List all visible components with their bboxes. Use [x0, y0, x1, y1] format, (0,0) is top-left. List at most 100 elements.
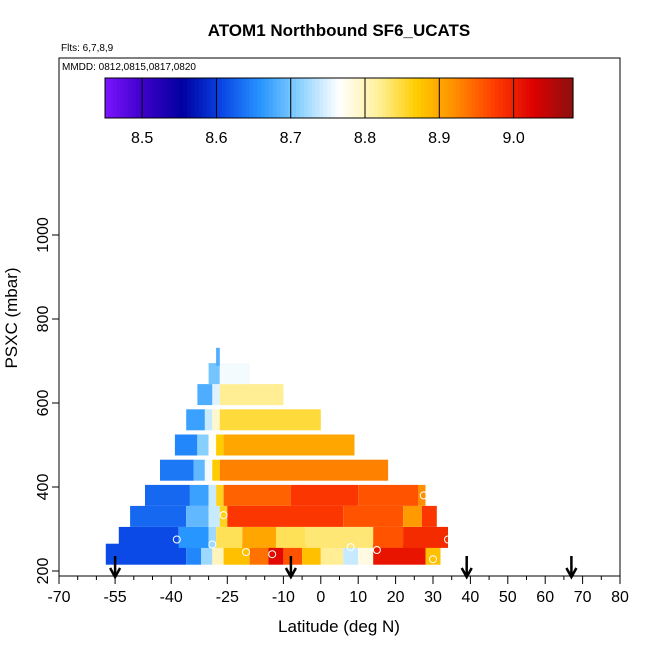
colorbar-segment: [354, 78, 360, 118]
heat-cell: [118, 526, 179, 548]
colorbar-segment: [409, 78, 414, 118]
heat-cell: [193, 459, 205, 481]
heat-cell: [208, 484, 217, 506]
colorbar-segment: [370, 78, 375, 118]
colorbar-tick-label: 8.5: [131, 130, 153, 147]
colorbar-segment: [186, 78, 192, 118]
heat-cell: [212, 409, 220, 431]
heat-cell: [403, 505, 422, 527]
colorbar-segment: [339, 78, 344, 118]
heat-cell: [186, 543, 202, 565]
sample-point: [346, 543, 355, 552]
colorbar-segment: [268, 78, 274, 118]
y-tick-label: 600: [35, 390, 52, 417]
colorbar-segment: [561, 78, 566, 118]
heat-cell: [216, 526, 243, 548]
x-tick-label: 40: [462, 589, 480, 606]
sample-point: [208, 540, 217, 549]
heat-cell: [216, 484, 224, 506]
heat-cell: [242, 526, 276, 548]
colorbar-segment: [151, 78, 157, 118]
heat-cell: [227, 505, 344, 527]
heat-cell: [216, 347, 220, 366]
colorbar-segment: [385, 78, 391, 118]
colorbar-tick-label: 8.9: [428, 130, 450, 147]
colorbar-segment: [541, 78, 547, 118]
heat-cell: [421, 505, 437, 527]
colorbar-segment: [144, 78, 149, 118]
x-tick-label: 20: [387, 589, 405, 606]
profile-arrow: [460, 556, 473, 580]
chart-title: ATOM1 Northbound SF6_UCATS: [208, 21, 471, 40]
colorbar-segment: [463, 78, 469, 118]
colorbar-segment: [241, 78, 246, 118]
heat-cell: [204, 459, 213, 481]
y-tick-label: 200: [35, 558, 52, 585]
heat-cell: [216, 434, 224, 456]
colorbar-segment: [264, 78, 270, 118]
sample-point: [219, 511, 228, 520]
colorbar-segment: [105, 78, 110, 118]
colorbar-segment: [378, 78, 383, 118]
heat-cell: [219, 363, 250, 385]
heat-cell: [223, 484, 291, 506]
colorbar-segment: [190, 78, 196, 118]
y-tick-label: 1000: [35, 217, 52, 253]
heat-cell: [105, 543, 187, 565]
heat-cell: [208, 363, 220, 385]
colorbar-segment: [456, 78, 461, 118]
heatmap-layer: [105, 347, 448, 565]
x-tick-label: -40: [160, 589, 183, 606]
profile-arrow: [284, 556, 297, 580]
colorbar-segment: [526, 78, 531, 118]
colorbar-segment: [327, 78, 332, 118]
colorbar-segment: [303, 78, 309, 118]
colorbar-segment: [237, 78, 243, 118]
colorbar-segment: [514, 78, 519, 118]
colorbar-segment: [257, 78, 262, 118]
colorbar-segment: [108, 78, 114, 118]
colorbar-tick-label: 9.0: [502, 130, 524, 147]
colorbar-segment: [381, 78, 387, 118]
colorbar-segment: [495, 78, 500, 118]
colorbar-segment: [342, 78, 348, 118]
colorbar-segment: [424, 78, 430, 118]
heat-cell: [160, 459, 194, 481]
colorbar-segment: [331, 78, 336, 118]
y-tick-label: 400: [35, 474, 52, 501]
colorbar-segment: [471, 78, 477, 118]
colorbar-segment: [553, 78, 558, 118]
colorbar-segment: [229, 78, 235, 118]
heat-cell: [208, 505, 220, 527]
colorbar-segment: [206, 78, 211, 118]
heat-cell: [204, 409, 213, 431]
colorbar-segment: [311, 78, 317, 118]
heat-cell: [358, 484, 418, 506]
colorbar-segment: [530, 78, 535, 118]
colorbar-segment: [319, 78, 324, 118]
colorbar-segment: [487, 78, 492, 118]
colorbar-segment: [175, 78, 180, 118]
heat-cell: [305, 526, 374, 548]
colorbar-segment: [253, 78, 258, 118]
colorbar-segment: [417, 78, 422, 118]
colorbar-tick-label: 8.6: [205, 130, 227, 147]
heat-cell: [208, 434, 217, 456]
colorbar-segment: [155, 78, 161, 118]
colorbar-segment: [136, 78, 141, 118]
profile-markers: [109, 556, 578, 580]
colorbar-segment: [198, 78, 204, 118]
profile-arrow: [565, 556, 578, 580]
heat-cell: [145, 484, 190, 506]
dates-label: MMDD: 0812,0815,0817,0820: [62, 62, 196, 73]
x-tick-label: -10: [272, 589, 295, 606]
colorbar-segment: [475, 78, 480, 118]
colorbar-segment: [498, 78, 504, 118]
sample-points: [172, 491, 452, 564]
colorbar-segment: [233, 78, 239, 118]
heat-cell: [130, 505, 187, 527]
heat-cell: [343, 505, 403, 527]
heat-cell: [201, 543, 213, 565]
